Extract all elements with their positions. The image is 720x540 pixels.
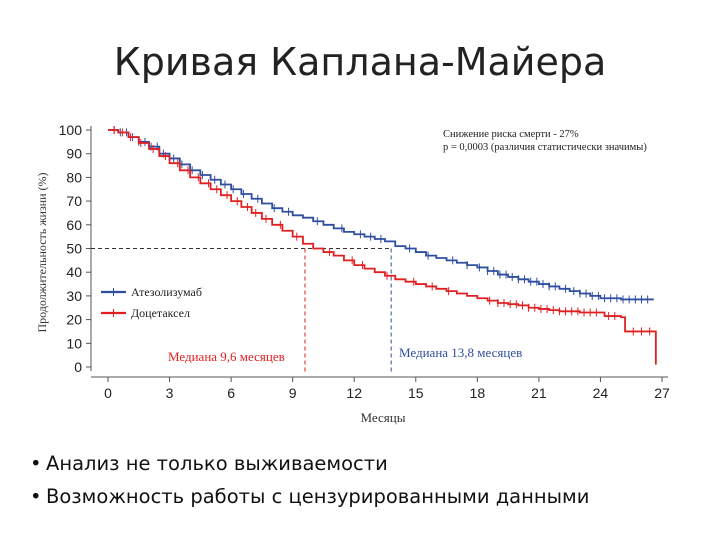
legend-label-atezolizumab: Атезолизумаб [131, 285, 202, 299]
y-tick-label: 30 [66, 288, 82, 304]
x-tick-label: 21 [531, 385, 547, 401]
x-tick-label: 9 [289, 385, 297, 401]
x-tick-label: 18 [470, 385, 486, 401]
y-tick-label: 90 [66, 146, 82, 162]
x-tick-label: 12 [346, 385, 362, 401]
km-chart: 0 10 20 30 40 50 60 70 80 90 100 0 3 6 9 12 15 18 21 24 27 Ме… [35, 122, 670, 425]
y-tick-label: 80 [66, 169, 82, 185]
y-tick-label: 0 [74, 359, 82, 375]
bullet-item-2: • Возможность работы с цензурированными д… [30, 480, 589, 513]
annotation-line-1: Снижение риска смерти - 27% [443, 129, 579, 140]
y-tick-label: 50 [66, 241, 82, 257]
x-tick-label: 0 [104, 385, 112, 401]
slide-title: Кривая Каплана-Майера [113, 40, 607, 84]
bullet-dot: • [30, 452, 42, 475]
legend-label-docetaxel: Доцетаксел [131, 306, 190, 320]
y-tick-label: 10 [66, 335, 82, 351]
y-tick-label: 40 [66, 264, 82, 280]
bullet-item-1: • Анализ не только выживаемости [30, 447, 589, 480]
y-axis-title: Продолжительность жизни (%) [35, 172, 49, 332]
bullet-text-1: Анализ не только выживаемости [46, 452, 388, 475]
x-axis-title: Месяцы [361, 410, 406, 425]
y-tick-label: 70 [66, 193, 82, 209]
y-tick-label: 100 [59, 122, 83, 138]
x-tick-label: 27 [654, 385, 670, 401]
survival-curve-docetaxel [108, 129, 657, 365]
bullet-dot: • [30, 485, 42, 508]
bullet-list: • Анализ не только выживаемости • Возможно… [30, 447, 589, 513]
survival-curve-atezolizumab [108, 129, 654, 301]
y-tick-label: 60 [66, 217, 82, 233]
median-label-atezolizumab: Медиана 13,8 месяцев [399, 345, 522, 360]
x-tick-label: 3 [166, 385, 174, 401]
median-label-docetaxel: Медиана 9,6 месяцев [168, 349, 285, 364]
y-tick-label: 20 [66, 312, 82, 328]
annotation-line-2: p = 0,0003 (различия статистически значи… [443, 142, 647, 153]
x-tick-label: 15 [408, 385, 424, 401]
bullet-text-2: Возможность работы с цензурированными да… [46, 485, 590, 508]
x-tick-label: 24 [593, 385, 609, 401]
x-tick-label: 6 [227, 385, 235, 401]
